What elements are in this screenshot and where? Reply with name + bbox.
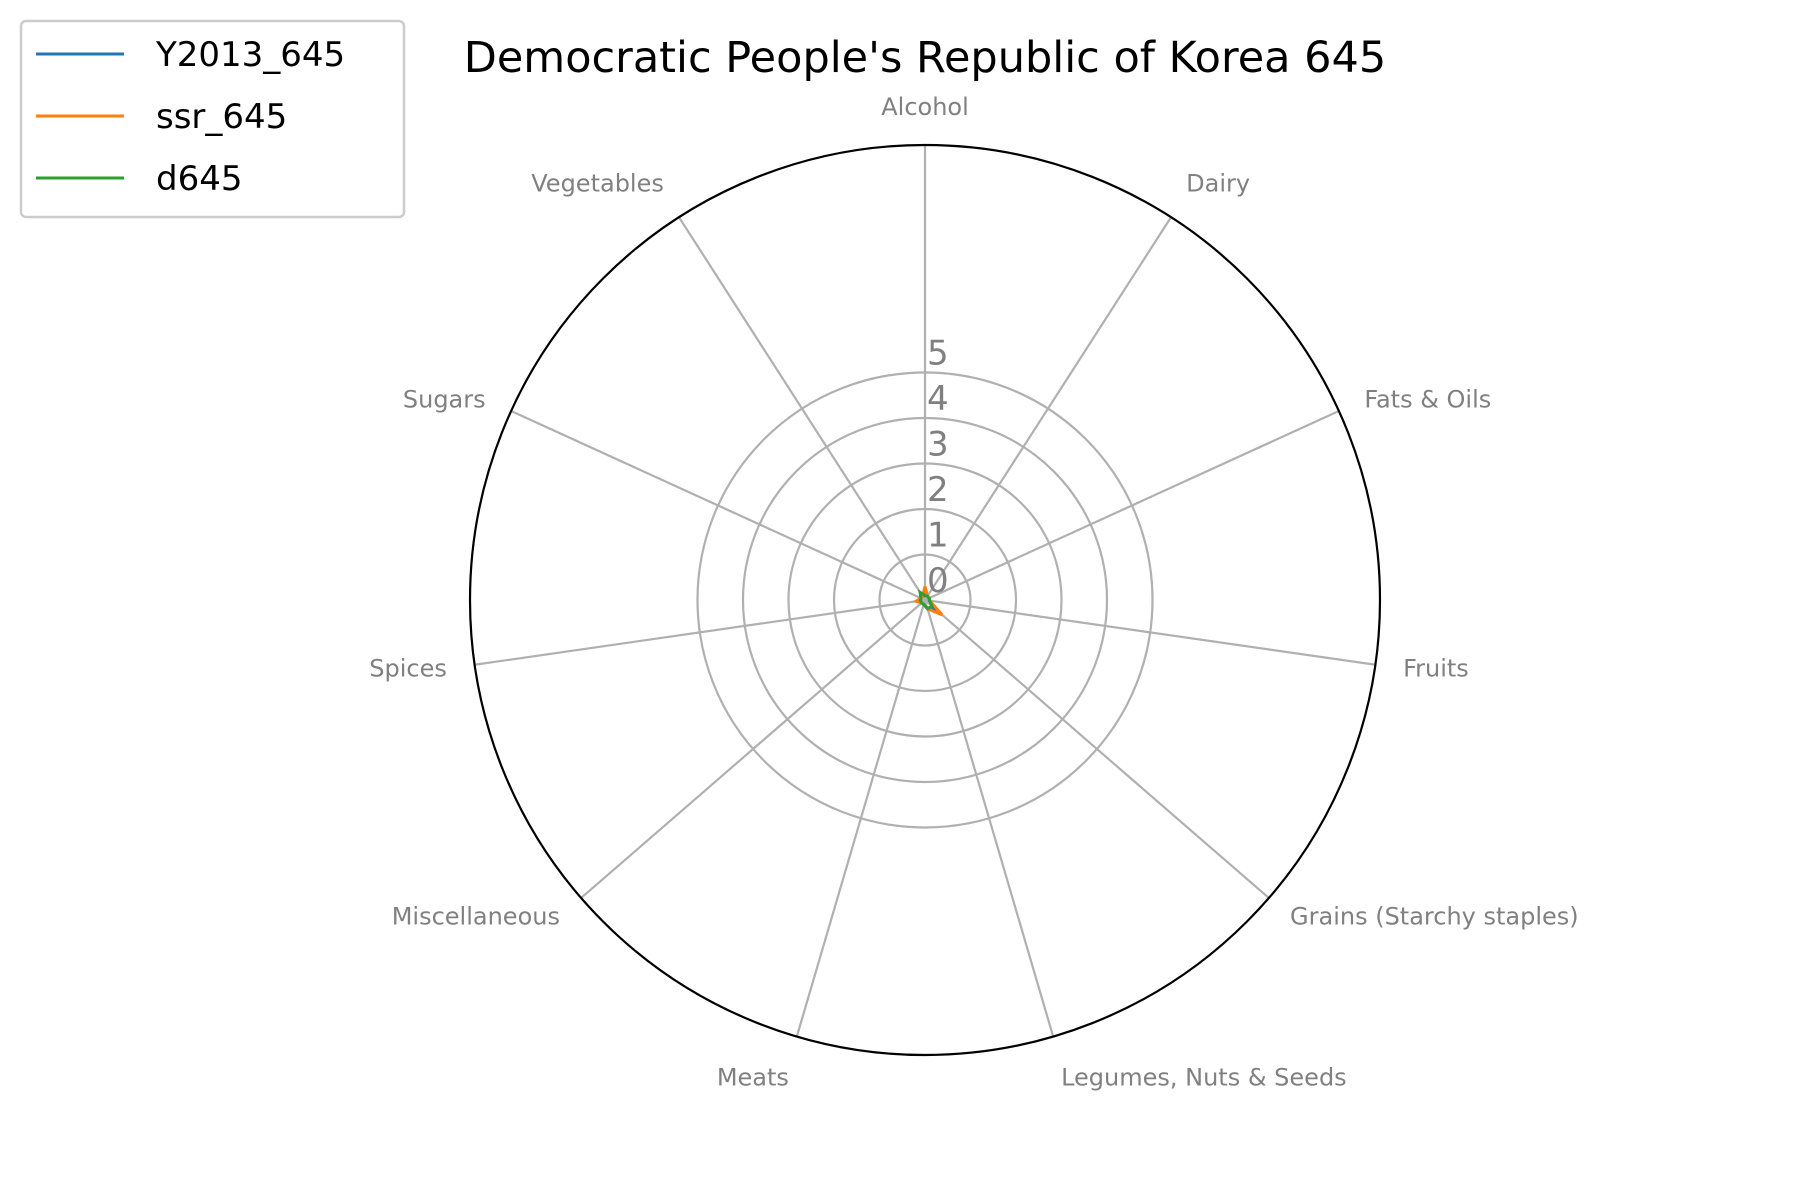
chart-title: Democratic People's Republic of Korea 64… (464, 33, 1387, 83)
radial-tick-label: 5 (927, 334, 949, 374)
radial-tick-label: 3 (927, 425, 949, 465)
legend-label: Y2013_645 (155, 35, 345, 75)
spoke-line (474, 598, 926, 666)
category-label: Spices (369, 655, 447, 683)
category-label: Miscellaneous (392, 902, 560, 930)
spoke-line (510, 409, 926, 602)
radial-tick-label: 1 (927, 516, 949, 556)
spoke-line (924, 409, 1340, 602)
category-label: Vegetables (531, 170, 664, 198)
radial-tick-label: 0 (927, 561, 949, 601)
series-line (918, 589, 934, 611)
category-label: Fats & Oils (1364, 385, 1491, 413)
spoke-line (580, 599, 926, 899)
legend-label: ssr_645 (156, 97, 287, 137)
category-label: Dairy (1186, 170, 1250, 198)
legend: Y2013_645 ssr_645 d645 (19, 19, 406, 219)
radial-tick-label: 2 (927, 470, 949, 510)
category-label: Meats (717, 1063, 789, 1091)
spoke-line (924, 598, 1376, 666)
legend-frame (19, 19, 406, 219)
spoke-line (678, 216, 926, 601)
spoke-line (924, 599, 1270, 899)
category-label: Grains (Starchy staples) (1290, 902, 1579, 930)
category-label: Fruits (1403, 655, 1469, 683)
outer-frame (468, 143, 1382, 1057)
grid-layer (468, 143, 1382, 1057)
series-layer (912, 585, 944, 617)
spoke-line (923, 599, 1055, 1037)
category-label: Sugars (403, 385, 486, 413)
radial-tick-labels: 0 1 2 3 4 5 (927, 334, 949, 602)
category-label: Legumes, Nuts & Seeds (1061, 1063, 1347, 1091)
spoke-line (795, 599, 927, 1037)
category-labels: Alcohol Dairy Fats & Oils Fruits Grains (Sta… (369, 93, 1578, 1091)
legend-label: d645 (156, 159, 242, 199)
spoke-line (924, 216, 1172, 601)
category-label: Alcohol (881, 93, 969, 121)
radial-tick-label: 4 (927, 379, 949, 419)
